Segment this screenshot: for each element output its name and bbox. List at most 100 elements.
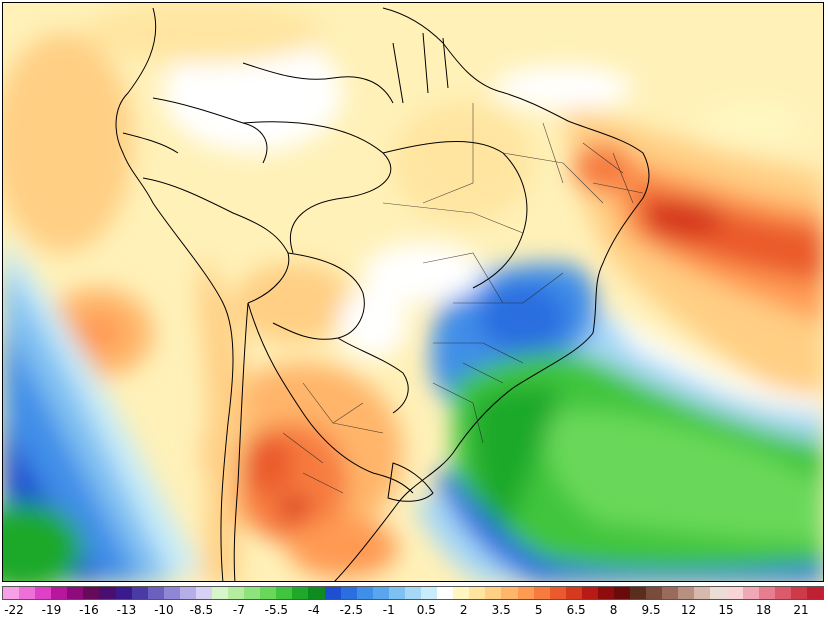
field-atlantic-pale-2 xyxy=(698,98,808,148)
colorbar-swatch xyxy=(501,587,518,599)
colorbar-swatch xyxy=(742,587,759,599)
border-bolivia xyxy=(272,252,365,340)
field-atlantic-blue-south xyxy=(433,473,823,581)
border-brazil-east xyxy=(382,140,528,289)
colorbar-swatch xyxy=(195,587,213,599)
colorbar-swatch xyxy=(710,587,727,599)
state-border-1 xyxy=(382,103,604,234)
field-se-brazil-blue-core xyxy=(478,283,568,353)
border-guianas xyxy=(392,32,449,104)
colorbar-swatch xyxy=(276,587,293,599)
colorbar-label: -19 xyxy=(41,603,62,617)
colorbar-swatch xyxy=(308,587,325,599)
colorbar-label: 3.5 xyxy=(491,603,511,617)
colorbar-swatch xyxy=(726,587,743,599)
field-amazon-warm xyxy=(393,103,533,223)
colorbar-swatch xyxy=(131,587,148,599)
colorbar-label: -7 xyxy=(232,603,245,617)
colorbar-swatch xyxy=(485,587,502,599)
colorbar-swatch xyxy=(662,587,679,599)
colorbar-swatch xyxy=(646,587,663,599)
colorbar-label: -1 xyxy=(382,603,395,617)
colorbar-swatch xyxy=(517,587,534,599)
colorbar-swatch xyxy=(806,587,823,599)
colorbar-swatch xyxy=(774,587,791,599)
field-atlantic-pale xyxy=(493,66,633,110)
colorbar-swatch xyxy=(212,587,229,599)
state-borders xyxy=(282,103,644,494)
colorbar-swatch xyxy=(3,587,20,599)
state-border-3 xyxy=(282,382,384,494)
colorbar-swatch xyxy=(356,587,373,599)
border-brazil-west xyxy=(242,121,392,254)
colorbar-swatch xyxy=(565,587,582,599)
colorbar-label: 5 xyxy=(534,603,543,617)
colorbar-swatch xyxy=(404,587,422,599)
colorbar-swatch xyxy=(115,587,132,599)
colorbar-swatch xyxy=(340,587,357,599)
colorbar-swatch xyxy=(469,587,486,599)
colorbar-swatch xyxy=(549,587,566,599)
colorbar-label: -16 xyxy=(79,603,99,617)
anomaly-field xyxy=(3,3,823,581)
colorbar-label: -22 xyxy=(4,603,24,617)
field-bolivia-warm xyxy=(233,263,353,343)
colorbar-swatch xyxy=(99,587,116,599)
border-uruguay xyxy=(387,462,434,502)
colorbar-swatch xyxy=(228,587,245,599)
colorbar-swatch xyxy=(758,587,775,599)
field-ne-hotspot xyxy=(573,143,633,193)
colorbar-swatch xyxy=(678,587,695,599)
field-atlantic-green-light xyxy=(543,410,823,543)
colorbar-swatch xyxy=(35,587,52,599)
field-atlantic-white-band xyxy=(603,303,823,413)
colorbar-swatch xyxy=(163,587,180,599)
field-atlantic-green-dark xyxy=(472,384,563,543)
border-ecuador xyxy=(122,132,179,154)
colorbar-swatch xyxy=(437,587,454,599)
map-canvas xyxy=(3,3,823,581)
field-caribbean-pale xyxy=(83,3,323,63)
border-peru xyxy=(142,177,290,304)
colorbar-label: 2 xyxy=(459,603,468,617)
colorbar-swatch xyxy=(613,587,631,599)
border-chile-east xyxy=(233,302,249,581)
colorbar-swatch xyxy=(260,587,277,599)
colorbar-swatch xyxy=(453,587,470,599)
colorbar-swatch xyxy=(581,587,598,599)
colorbar-swatch xyxy=(51,587,68,599)
colorbar-swatch xyxy=(83,587,100,599)
colorbar-label: 0.5 xyxy=(416,603,436,617)
colorbar-label: -13 xyxy=(116,603,137,617)
colorbar-swatch xyxy=(790,587,807,599)
colorbar-swatch xyxy=(388,587,405,599)
colorbar-label: 12 xyxy=(680,603,697,617)
colorbar-swatch xyxy=(147,587,164,599)
colorbar-swatch xyxy=(533,587,550,599)
state-border-2 xyxy=(422,252,564,364)
state-border-5 xyxy=(432,362,504,444)
colorbar-label: 21 xyxy=(793,603,809,617)
field-pacific-warm-inner xyxy=(73,313,123,353)
colorbar-label: -10 xyxy=(154,603,174,617)
colorbar-swatch xyxy=(244,587,261,599)
colorbar-swatch xyxy=(694,587,711,599)
colorbar-label: 6.5 xyxy=(566,603,586,617)
state-border-4 xyxy=(542,122,644,204)
colorbar-label: 8 xyxy=(609,603,618,617)
field-paraguay-white xyxy=(338,288,408,358)
temperature-anomaly-map xyxy=(2,2,824,582)
colorbar-swatch xyxy=(421,587,438,599)
coastline-south-america xyxy=(115,7,650,581)
field-argentina-warm-core xyxy=(243,433,293,493)
colorbar-label: -5.5 xyxy=(264,603,289,617)
colorbar-label: 15 xyxy=(718,603,734,617)
colorbar xyxy=(2,586,824,600)
colorbar-swatch xyxy=(597,587,614,599)
colorbar-labels: -22 -19 -16 -13 -10 -8.5 -7 -5.5 -4 -2.5 -1 0.5 2 3.5… xyxy=(0,603,828,619)
colorbar-label: 9.5 xyxy=(641,603,661,617)
field-pacific-green xyxy=(3,503,83,581)
field-andes-warm xyxy=(198,253,246,581)
field-atlantic-warm-max xyxy=(643,198,723,238)
colorbar-label: -2.5 xyxy=(339,603,363,617)
